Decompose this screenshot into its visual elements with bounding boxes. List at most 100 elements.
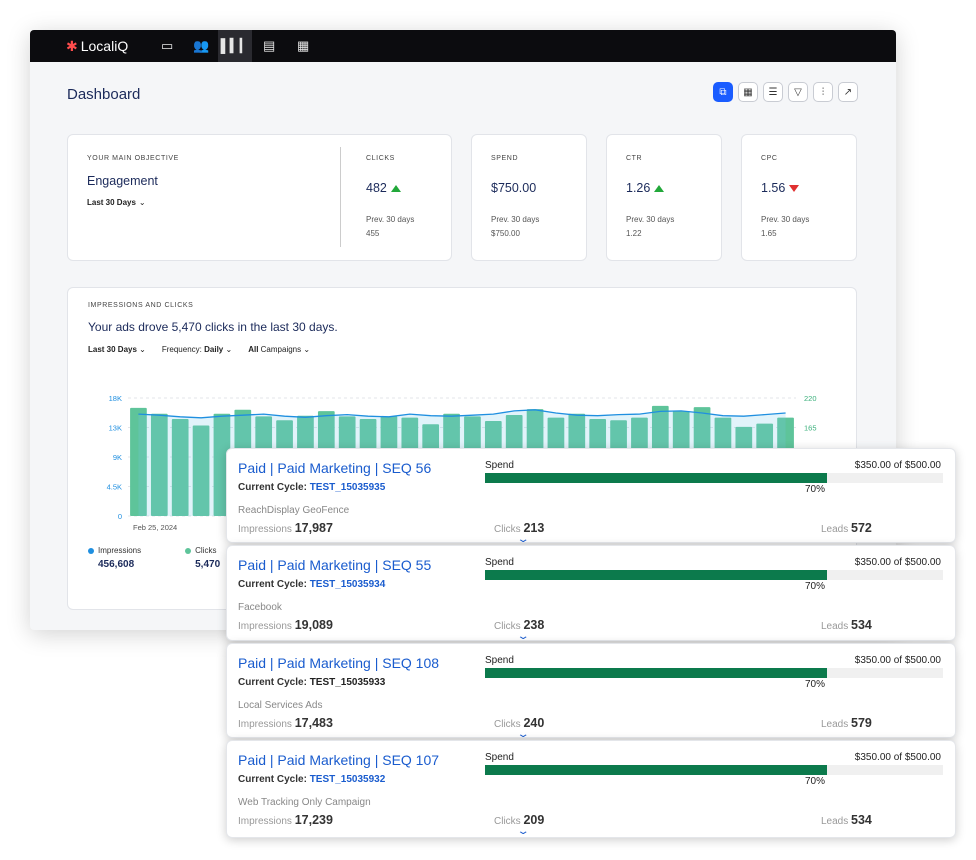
objective-card: YOUR MAIN OBJECTIVE Engagement Last 30 D…	[67, 134, 452, 261]
legend-clicks: Clicks 5,470	[185, 546, 220, 570]
stat-value: 17,987	[294, 521, 333, 535]
spend-progress-fill	[485, 668, 827, 678]
legend-impressions: Impressions 456,608	[88, 546, 141, 570]
nav-users-icon[interactable]: 👥	[193, 38, 210, 53]
prev-value: 455	[366, 229, 380, 238]
impressions-bar	[150, 413, 168, 516]
spend-percent: 70%	[805, 776, 826, 787]
stat-value: 534	[851, 618, 872, 632]
filter-icon[interactable]: ▽	[788, 82, 808, 102]
stat-value: 17,239	[294, 813, 333, 827]
metric-prev: Prev. 30 days 455	[366, 213, 414, 241]
spend-progress-fill	[485, 765, 827, 775]
frequency-filter[interactable]: Frequency: Daily ⌄	[162, 345, 232, 354]
leads-stat: Leads 534	[821, 813, 872, 827]
leads-stat: Leads 572	[821, 521, 872, 535]
metric-label: CTR	[626, 155, 643, 162]
nav-inbox-icon[interactable]: ▭	[161, 38, 174, 53]
campaign-card[interactable]: Paid | Paid Marketing | SEQ 108 Current …	[226, 643, 956, 740]
campaign-title[interactable]: Paid | Paid Marketing | SEQ 55	[238, 557, 432, 573]
spend-amount: $350.00 of $500.00	[854, 752, 941, 763]
y2-tick-label: 220	[804, 394, 817, 403]
top-nav-bar: ✱ LocaliQ ▭ 👥 ▌▍▎ ▤ ▦	[30, 30, 896, 62]
campaign-card[interactable]: Paid | Paid Marketing | SEQ 56 Current C…	[226, 448, 956, 545]
cycle-id[interactable]: TEST_15035932	[309, 774, 386, 785]
sliders-icon[interactable]: ⫶	[813, 82, 833, 102]
stat-label: Impressions	[238, 816, 292, 827]
copy-icon[interactable]: ⧉	[713, 82, 733, 102]
stat-value: 572	[851, 521, 872, 535]
y-tick-label: 0	[118, 512, 122, 521]
y-tick-label: 18K	[109, 394, 122, 403]
stat-label: Leads	[821, 621, 849, 632]
leads-stat: Leads 579	[821, 716, 872, 730]
objective-range-label: Last 30 Days	[87, 198, 136, 207]
metric-prev: Prev. 30 days 1.22	[626, 213, 674, 241]
campaigns-filter-label: Campaigns	[260, 345, 302, 354]
stat-label: Leads	[821, 524, 849, 535]
prev-label: Prev. 30 days	[761, 215, 810, 224]
chevron-down-icon: ⌄	[225, 345, 233, 354]
toolbar: ⧉ ▦ ☰ ▽ ⫶ ↗	[713, 82, 858, 102]
spend-label: Spend	[485, 752, 514, 763]
campaign-cycle: Current Cycle: TEST_15035935	[238, 482, 385, 493]
spend-percent: 70%	[805, 484, 826, 495]
stat-value: 238	[523, 618, 545, 632]
stat-label: Clicks	[494, 719, 521, 730]
share-icon[interactable]: ↗	[838, 82, 858, 102]
impressions-headline: Your ads drove 5,470 clicks in the last …	[88, 320, 338, 334]
campaign-title[interactable]: Paid | Paid Marketing | SEQ 107	[238, 752, 440, 768]
frequency-label: Frequency:	[161, 345, 202, 354]
campaign-card[interactable]: Paid | Paid Marketing | SEQ 55 Current C…	[226, 545, 956, 642]
metric-value: 482	[366, 181, 414, 195]
legend-name: Impressions	[98, 546, 142, 555]
localiq-logo-icon: ✱	[66, 37, 78, 54]
expand-chevron-icon[interactable]: ⌄	[516, 729, 530, 740]
campaign-type: ReachDisplay GeoFence	[238, 505, 350, 516]
stat-label: Leads	[821, 816, 849, 827]
nav-store-icon[interactable]: ▦	[297, 38, 310, 53]
metric-number: 1.26	[626, 181, 651, 195]
range-filter[interactable]: Last 30 Days ⌄	[88, 345, 146, 354]
divider	[340, 147, 341, 247]
campaign-title[interactable]: Paid | Paid Marketing | SEQ 108	[238, 655, 440, 671]
metric-ctr: CTR 1.26 Prev. 30 days 1.22	[606, 134, 722, 261]
metric-clicks: CLICKS 482 Prev. 30 days 455	[366, 155, 414, 241]
impressions-stat: Impressions 17,987	[238, 521, 333, 535]
prev-value: $750.00	[491, 229, 520, 238]
trend-up-icon	[654, 184, 665, 192]
objective-range-dropdown[interactable]: Last 30 Days ⌄	[87, 198, 179, 207]
stat-value: 240	[523, 716, 545, 730]
metric-prev: Prev. 30 days 1.65	[761, 213, 809, 241]
nav-message-icon[interactable]: ▤	[263, 38, 276, 53]
brand-logo[interactable]: ✱ LocaliQ	[66, 38, 128, 55]
chevron-down-icon: ⌄	[303, 345, 311, 354]
spend-progress-track	[485, 570, 943, 580]
impressions-stat: Impressions 17,239	[238, 813, 333, 827]
trend-up-icon	[390, 184, 401, 192]
clicks-stat: Clicks 213	[494, 521, 544, 535]
stat-label: Leads	[821, 719, 849, 730]
impressions-bar	[130, 407, 147, 516]
nav-chart-icon[interactable]: ▌▍▎	[218, 30, 253, 62]
prev-label: Prev. 30 days	[626, 215, 675, 224]
cycle-id[interactable]: TEST_15035935	[309, 482, 386, 493]
campaign-title[interactable]: Paid | Paid Marketing | SEQ 56	[238, 460, 432, 476]
metric-number: 482	[366, 181, 387, 195]
clicks-stat: Clicks 240	[494, 716, 544, 730]
prev-value: 1.22	[626, 229, 642, 238]
expand-chevron-icon[interactable]: ⌄	[516, 534, 530, 545]
stat-label: Clicks	[494, 621, 521, 632]
expand-chevron-icon[interactable]: ⌄	[516, 826, 530, 837]
expand-chevron-icon[interactable]: ⌄	[516, 631, 530, 642]
metric-prev: Prev. 30 days $750.00	[491, 213, 539, 241]
x-tick-label: Feb 25, 2024	[133, 523, 177, 532]
leads-stat: Leads 534	[821, 618, 872, 632]
qr-icon[interactable]: ▦	[738, 82, 758, 102]
campaigns-filter[interactable]: All Campaigns ⌄	[248, 345, 310, 354]
campaign-card[interactable]: Paid | Paid Marketing | SEQ 107 Current …	[226, 740, 956, 838]
stat-value: 213	[523, 521, 545, 535]
cycle-id[interactable]: TEST_15035934	[309, 579, 386, 590]
metric-value: $750.00	[491, 181, 539, 195]
list-icon[interactable]: ☰	[763, 82, 783, 102]
